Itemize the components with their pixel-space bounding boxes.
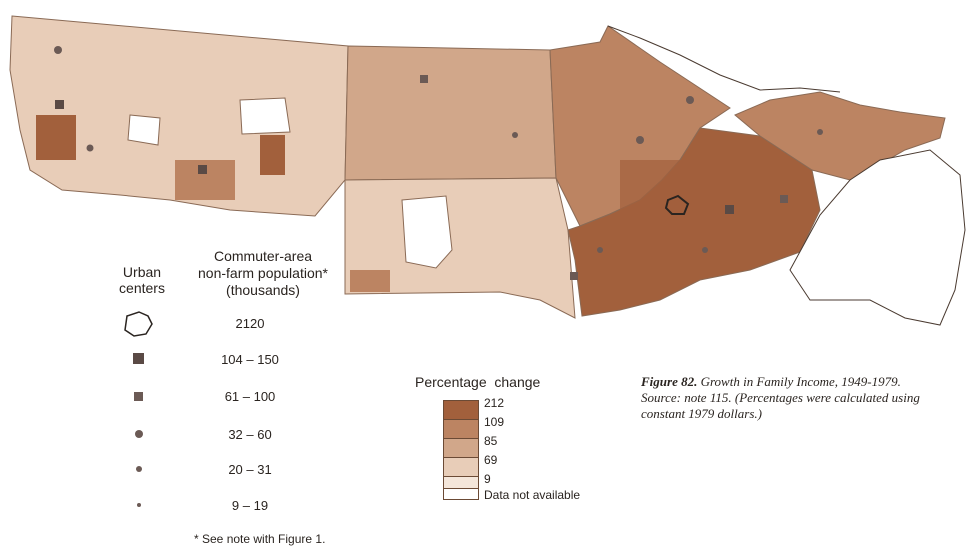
urban-dot	[702, 247, 708, 253]
figure-text: Growth in Family Income, 1949-1979. Sour…	[641, 374, 920, 421]
urban-dot	[686, 96, 694, 104]
urban-label-3: 61 – 100	[224, 389, 276, 404]
lake-michigan	[789, 149, 966, 326]
swatch-212	[443, 400, 479, 420]
outline-icon	[124, 311, 153, 337]
urban-label-2: 104 – 150	[221, 352, 279, 367]
swatch-na	[443, 488, 479, 500]
urban-legend-subtitle: Commuter-area non-farm population* (thou…	[198, 248, 328, 298]
change-legend-title: Percentage change	[415, 374, 541, 390]
urban-dot	[817, 129, 823, 135]
county-block	[350, 270, 390, 292]
urban-square-large	[198, 165, 207, 174]
county-block	[620, 160, 730, 260]
swatch-109	[443, 419, 479, 439]
urban-dot	[636, 136, 644, 144]
urban-dot	[512, 132, 518, 138]
county-block	[36, 115, 76, 160]
figure-caption: Figure 82. Growth in Family Income, 1949…	[641, 374, 931, 422]
state-michigan-up	[734, 91, 946, 181]
swatch-85	[443, 438, 479, 458]
urban-label-4: 32 – 60	[228, 427, 272, 442]
urban-outline-minneapolis	[664, 194, 690, 215]
no-data-area	[239, 97, 291, 135]
urban-dot	[597, 247, 603, 253]
urban-label-6: 9 – 19	[231, 498, 269, 513]
no-data-area	[127, 114, 161, 146]
change-na-label: Data not available	[484, 488, 581, 502]
change-break-1: 212	[484, 396, 505, 410]
no-data-area	[401, 195, 453, 269]
dot-small-icon	[137, 503, 141, 507]
change-break-2: 109	[484, 415, 505, 429]
urban-dot	[54, 46, 62, 54]
change-break-3: 85	[484, 434, 498, 448]
swatch-69	[443, 457, 479, 477]
urban-square-small	[570, 272, 578, 280]
urban-square-small	[420, 75, 428, 83]
change-break-5: 9	[484, 472, 491, 486]
dot-large-icon	[135, 430, 143, 438]
square-large-icon	[133, 353, 144, 364]
urban-label-5: 20 – 31	[228, 462, 272, 477]
change-break-4: 69	[484, 453, 498, 467]
state-north-dakota	[344, 45, 557, 181]
urban-square-large	[725, 205, 734, 214]
urban-square-small	[780, 195, 788, 203]
lake-superior-shore	[607, 25, 841, 93]
urban-dot	[86, 144, 94, 152]
footnote: * See note with Figure 1.	[194, 532, 326, 546]
urban-label-1: 2120	[235, 316, 265, 331]
urban-legend-title: Urban centers	[119, 264, 165, 296]
square-small-icon	[134, 392, 143, 401]
county-block	[260, 135, 285, 175]
figure-number: Figure 82.	[641, 374, 698, 389]
state-south-dakota	[344, 177, 576, 319]
urban-square-large	[55, 100, 64, 109]
dot-medium-icon	[136, 466, 142, 472]
